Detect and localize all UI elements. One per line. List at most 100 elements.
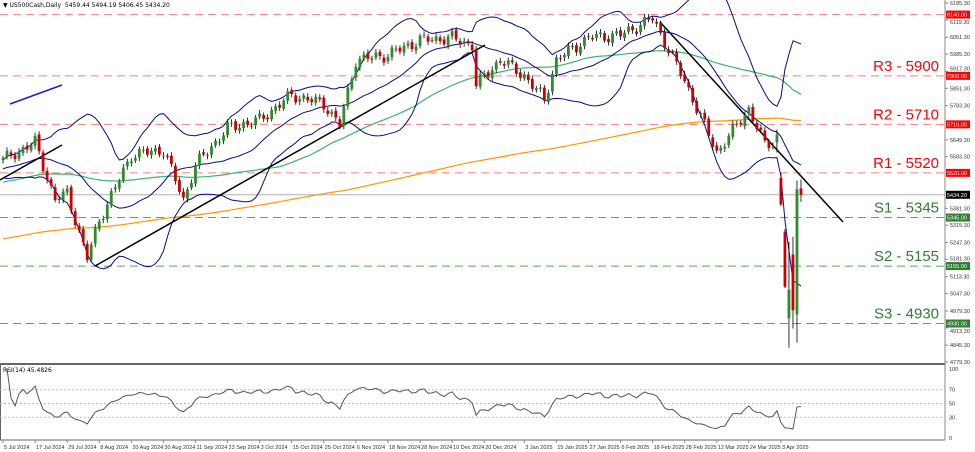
price-tick-label: 6119.30 [950, 20, 969, 26]
date-tick-label: 3 Apr 2025 [782, 445, 809, 451]
candle-body [294, 95, 298, 103]
candle-body [442, 39, 446, 45]
candle-body [222, 135, 225, 141]
candle-body [178, 180, 181, 192]
candle-body [174, 165, 177, 182]
candle-body [711, 137, 715, 147]
candle-body [615, 31, 618, 34]
date-tick-label: 6 Nov 2024 [357, 445, 385, 451]
candle-body [707, 118, 711, 136]
candle-body [639, 25, 642, 33]
candle-body [234, 121, 237, 130]
candle-body [426, 36, 430, 42]
candle-body [595, 33, 598, 38]
candle-body [69, 186, 73, 211]
downtrend-line [659, 21, 844, 223]
level-price-tag-text: 4930.00 [947, 322, 967, 328]
level-price-tag [946, 10, 970, 19]
price-tick-label: 5649.30 [950, 138, 970, 144]
price-tick-label: 5783.30 [950, 104, 970, 110]
candle-body [1, 157, 5, 161]
candle-body [374, 52, 378, 58]
candle-body [691, 87, 695, 103]
candle-body [53, 187, 57, 201]
candle-body [290, 90, 294, 94]
candle-body [751, 106, 755, 122]
candle-body [194, 165, 197, 184]
chart-header: ▼ US500Cash,Daily 5459.44 5494.19 5406.4… [3, 2, 170, 9]
candle-body [526, 74, 530, 81]
candle-body [13, 155, 17, 160]
level-price-tag [946, 168, 970, 177]
candle-body [17, 151, 21, 159]
candle-body [695, 100, 699, 114]
price-tick-label: 5113.30 [950, 275, 969, 281]
date-tick-label: 3 Jan 2025 [525, 445, 552, 451]
candle-body [603, 33, 606, 41]
price-tick-label: 6051.30 [950, 35, 970, 41]
candle-body [133, 158, 137, 161]
candle-body [558, 58, 562, 60]
candle-body [735, 123, 739, 125]
candle-body [85, 243, 89, 261]
price-tick-label: 5181.30 [950, 257, 970, 263]
rsi-tick-label: 30 [949, 415, 955, 421]
candle-body [45, 170, 49, 181]
candle-body [362, 54, 366, 60]
candle-body [242, 122, 245, 129]
level-price-tag [946, 71, 970, 80]
uptrend-line [94, 44, 486, 267]
candle-body [699, 113, 703, 115]
candle-body [398, 47, 402, 52]
candle-body [791, 254, 795, 311]
candle-body [101, 219, 105, 221]
candle-body [254, 117, 258, 126]
candle-body [166, 155, 169, 157]
candle-body [466, 40, 470, 44]
date-tick-label: 20 Aug 2024 [132, 445, 163, 451]
candle-body [542, 87, 546, 101]
candle-body [113, 187, 117, 190]
candle-body [230, 122, 233, 124]
candle-body [9, 152, 13, 156]
candle-body [129, 161, 133, 164]
candle-body [446, 36, 450, 46]
collapse-triangle-icon[interactable]: ▼ [3, 2, 10, 9]
candle-body [5, 150, 9, 157]
candle-body [522, 74, 526, 79]
candle-body [206, 155, 209, 156]
price-tick-label: 5985.30 [950, 52, 970, 58]
candle-body [651, 18, 655, 21]
candle-body [643, 16, 646, 26]
candle-body [679, 62, 683, 76]
current-price-tag [946, 190, 970, 199]
price-tick-label: 5047.30 [950, 292, 970, 298]
candle-body [571, 46, 574, 47]
candle-body [767, 141, 771, 148]
candle-body [334, 110, 338, 118]
date-tick-label: 24 Mar 2025 [750, 445, 781, 451]
candle-body [799, 188, 803, 195]
candle-body [366, 52, 370, 59]
rsi-label: RSI(14) 45.4826 [3, 367, 52, 374]
candle-body [490, 70, 494, 79]
candle-body [739, 122, 743, 125]
candle-body [190, 182, 193, 188]
candle-body [358, 58, 362, 68]
candle-body [631, 26, 634, 31]
candle-body [563, 55, 566, 58]
price-tick-label: 5583.30 [950, 155, 970, 161]
candle-body [655, 21, 659, 24]
level-price-tag [946, 120, 970, 129]
candle-body [141, 149, 145, 151]
level-price-tag-text: 6140.00 [947, 13, 967, 19]
date-tick-label: 18 Feb 2025 [654, 445, 685, 451]
candle-body [458, 40, 462, 45]
current-price-tag-text: 5434.20 [947, 193, 967, 199]
candle-body [354, 66, 358, 78]
candle-body [462, 41, 466, 44]
candle-body [49, 179, 53, 186]
candle-body [659, 23, 663, 33]
candle-body [450, 31, 454, 37]
